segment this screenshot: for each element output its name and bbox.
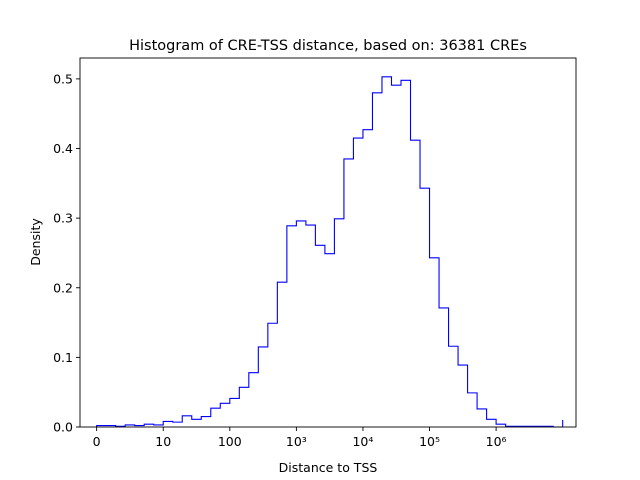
x-tick-label: 10⁵ xyxy=(419,434,440,449)
y-axis-ticks: 0.0 0.1 0.2 0.3 0.4 0.5 xyxy=(53,71,80,435)
y-tick-label: 0.4 xyxy=(53,141,73,156)
y-tick-label: 0.0 xyxy=(53,420,73,435)
y-tick-label: 0.2 xyxy=(53,280,73,295)
y-tick-label: 0.5 xyxy=(53,71,73,86)
x-tick-label: 10⁶ xyxy=(486,434,507,449)
chart-title: Histogram of CRE-TSS distance, based on:… xyxy=(129,38,527,54)
histogram-step-line xyxy=(96,76,564,428)
x-tick-label: 10⁴ xyxy=(352,434,373,449)
y-tick-label: 0.3 xyxy=(53,211,73,226)
y-axis-label: Density xyxy=(28,218,43,266)
plot-frame xyxy=(79,57,577,428)
x-axis-label: Distance to TSS xyxy=(279,460,378,475)
x-tick-label: 10³ xyxy=(286,434,307,449)
x-axis-ticks: 0 10 100 10³ 10⁴ 10⁵ 10⁶ xyxy=(93,427,507,449)
x-tick-label: 100 xyxy=(218,434,242,449)
x-tick-label: 0 xyxy=(93,434,101,449)
y-tick-label: 0.1 xyxy=(53,350,73,365)
x-tick-label: 10 xyxy=(155,434,171,449)
